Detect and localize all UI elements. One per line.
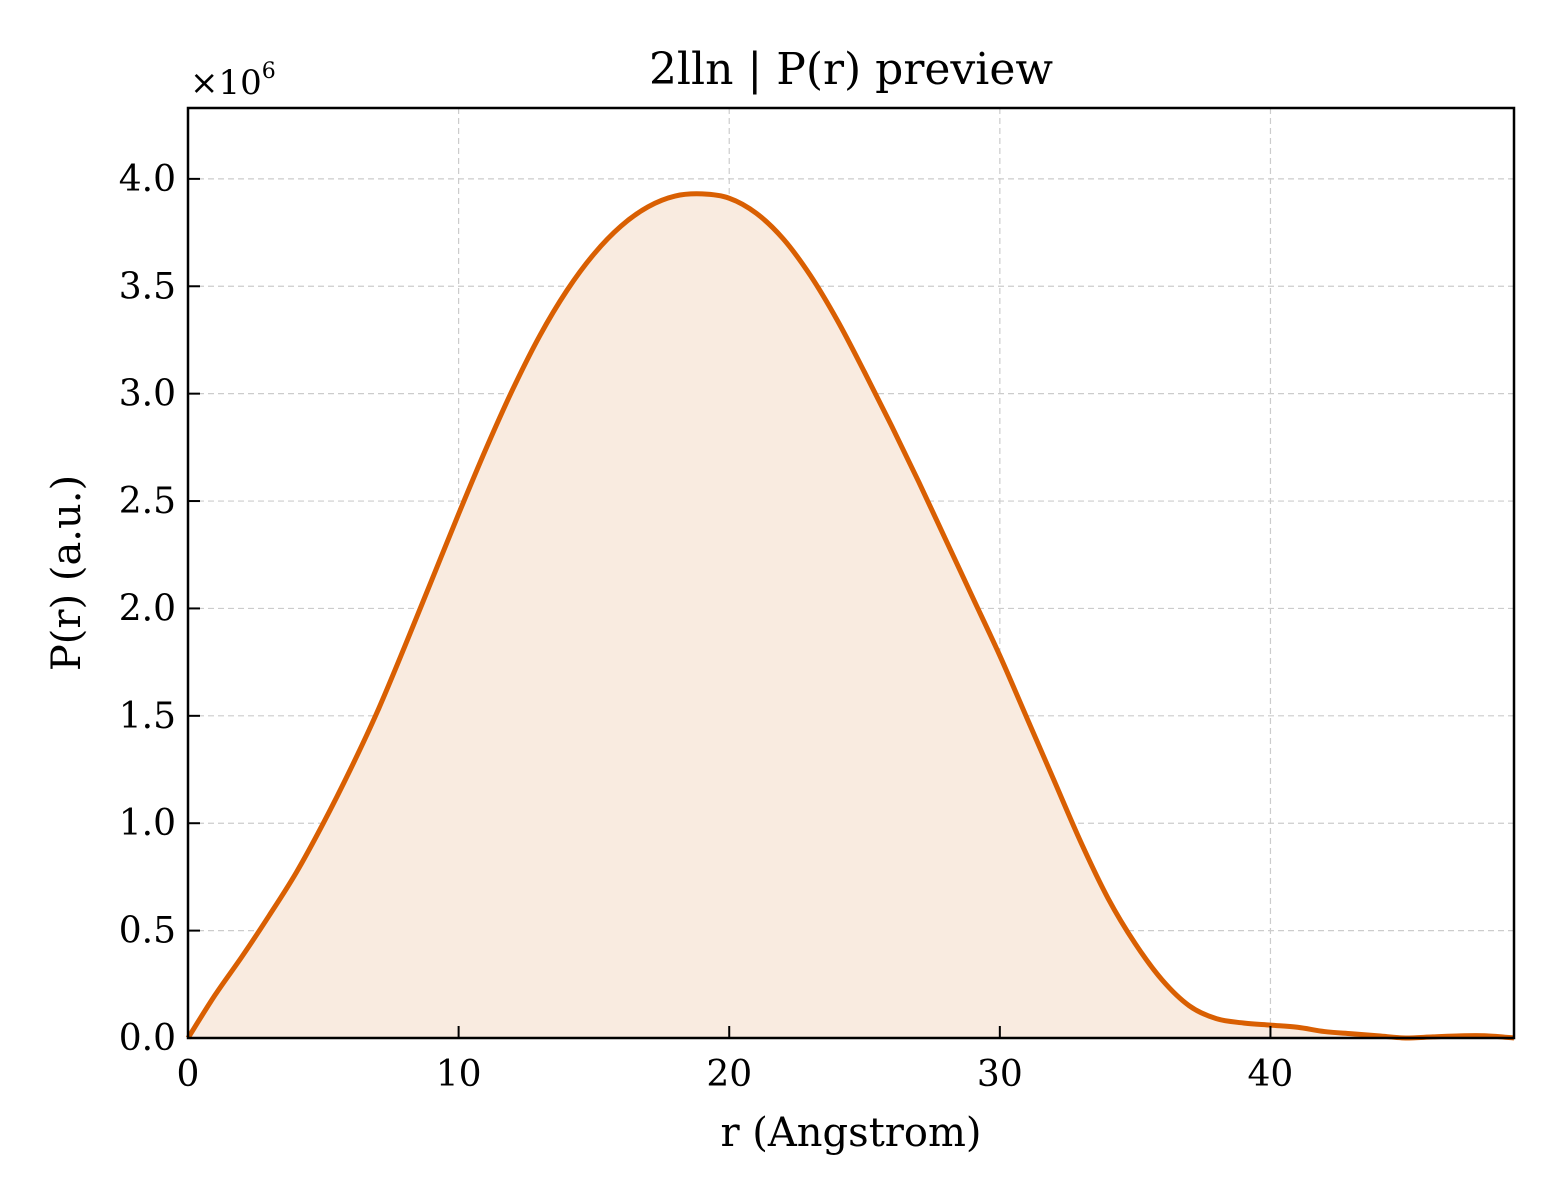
axis-ticks: 0 10 20 30 40 0.0 0.5 1.0 1.5 2.0 2.5 3.0 3.5 4.0 bbox=[119, 159, 1294, 1095]
y-tick-label: 2.0 bbox=[119, 588, 176, 629]
y-tick-label: 1.5 bbox=[119, 696, 176, 737]
y-tick-label: 0.0 bbox=[119, 1018, 176, 1059]
y-tick-label: 3.0 bbox=[119, 374, 176, 415]
y-tick-label: 0.5 bbox=[119, 911, 176, 952]
x-axis-label: r (Angstrom) bbox=[720, 1110, 981, 1156]
x-tick-label: 30 bbox=[977, 1054, 1023, 1095]
series-area-fill bbox=[188, 193, 1514, 1039]
y-scale-base: ×10 bbox=[190, 63, 262, 103]
y-tick-label: 4.0 bbox=[119, 159, 176, 200]
plot-frame bbox=[186, 106, 1516, 1040]
y-scale-multiplier: ×106 bbox=[190, 59, 276, 103]
chart-title: 2lln | P(r) preview bbox=[649, 44, 1053, 95]
x-tick-label: 10 bbox=[436, 1054, 482, 1095]
y-tick-label: 2.5 bbox=[119, 481, 176, 522]
series-line bbox=[185, 191, 1515, 1041]
x-tick-label: 0 bbox=[177, 1054, 200, 1095]
y-tick-label: 3.5 bbox=[119, 266, 176, 307]
y-tick-label: 1.0 bbox=[119, 803, 176, 844]
x-tick-label: 20 bbox=[706, 1054, 752, 1095]
y-axis-label: P(r) (a.u.) bbox=[44, 475, 90, 671]
y-scale-exponent: 6 bbox=[262, 59, 276, 84]
x-tick-label: 40 bbox=[1248, 1054, 1294, 1095]
